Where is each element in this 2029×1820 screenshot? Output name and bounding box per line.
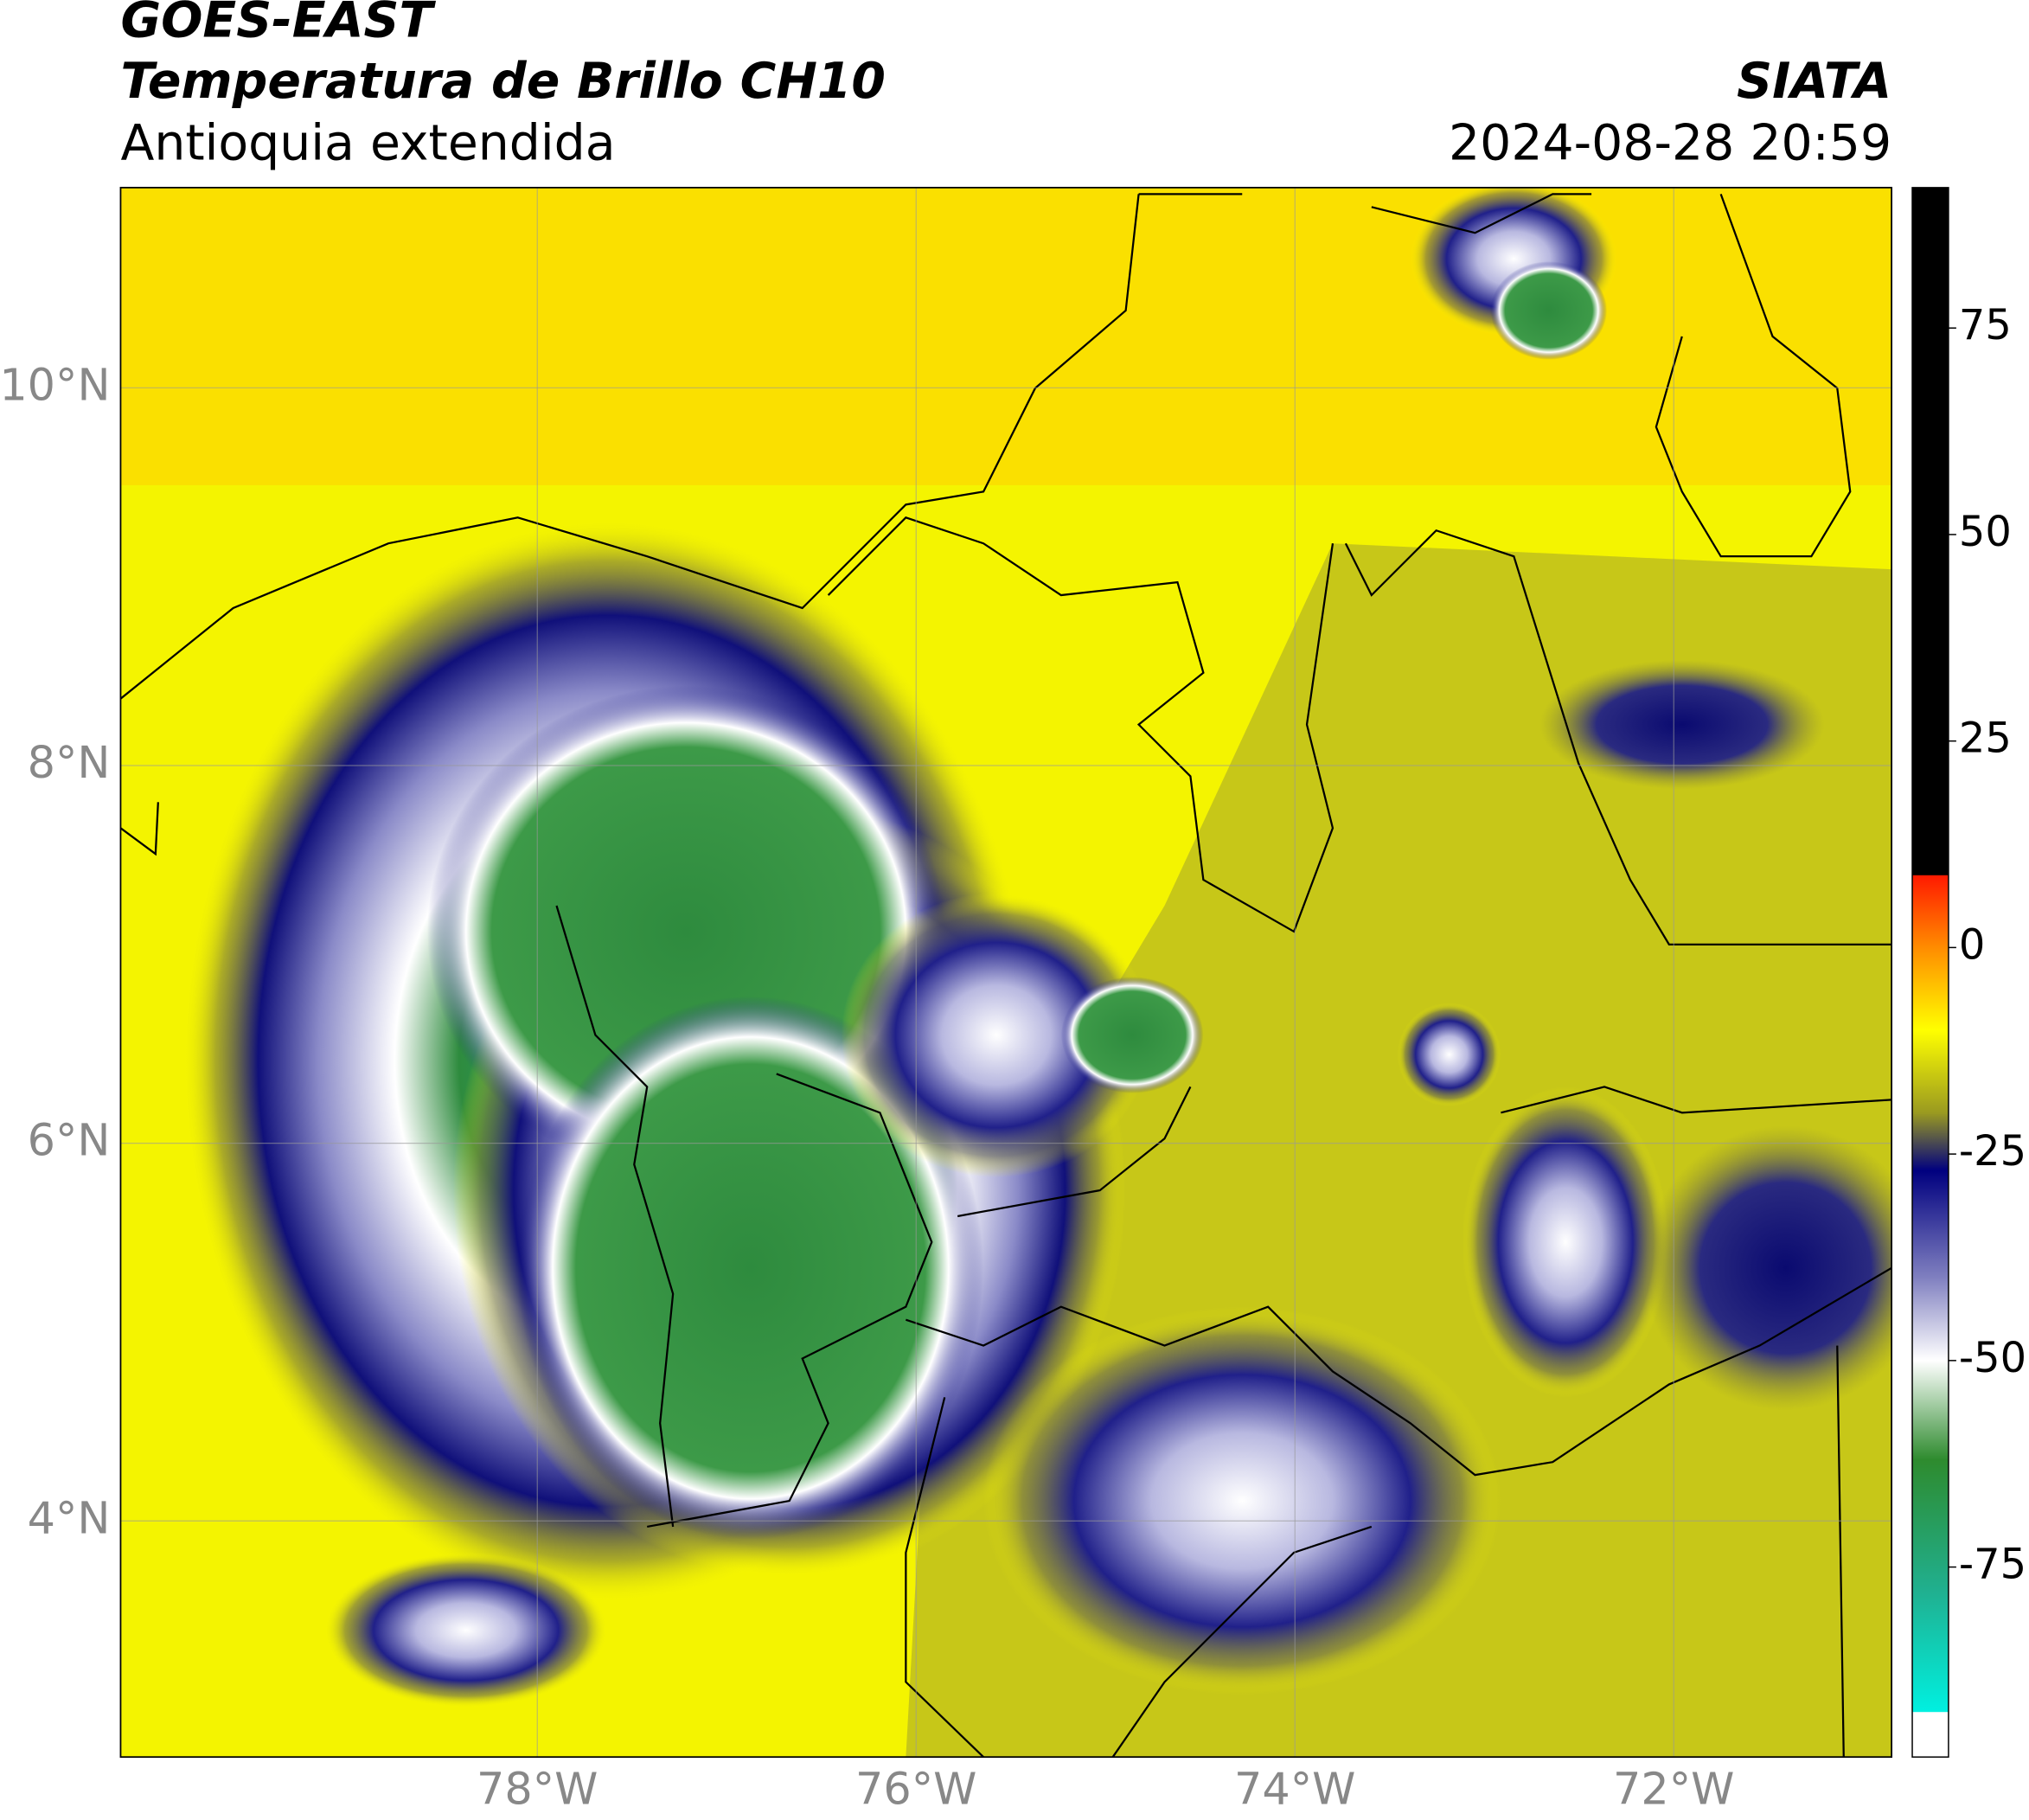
borders — [120, 193, 1892, 1758]
cloud — [1539, 659, 1825, 790]
y-tick-label: 8°N — [28, 737, 111, 788]
cloud — [323, 1552, 609, 1708]
source: SIATA — [1737, 53, 1891, 110]
warm-band — [120, 187, 1892, 485]
datetime: 2024-08-28 20:59 — [1449, 115, 1891, 172]
y-tick-label: 10°N — [0, 359, 110, 410]
cloud — [517, 996, 984, 1540]
cloud — [1397, 1003, 1501, 1106]
colorbar-tick-label: -75 — [1959, 1541, 2026, 1589]
colorbar-tick-label: 75 — [1959, 302, 2012, 349]
map-frame — [119, 186, 1892, 1759]
title: GOES-EAST — [120, 0, 436, 49]
cloud — [1060, 977, 1204, 1093]
x-tick-label: 76°W — [855, 1764, 976, 1815]
satellite-image — [120, 187, 1892, 1758]
cloud — [983, 1306, 1501, 1695]
colorbar-tick-label: 0 — [1959, 921, 1985, 969]
subtitle: Temperatura de Brillo CH10 — [120, 53, 886, 110]
grid — [120, 187, 1892, 1758]
colorbar-tick-label: 50 — [1959, 509, 2012, 556]
colorbar-tick-label: -25 — [1959, 1128, 2026, 1176]
cloud — [1642, 1125, 1892, 1411]
x-tick-label: 72°W — [1613, 1764, 1734, 1815]
colorbar — [1911, 187, 1949, 1758]
y-tick-label: 4°N — [28, 1492, 111, 1543]
cloud — [841, 893, 1152, 1178]
y-tick-label: 6°N — [28, 1115, 111, 1166]
region: Antioquia extendida — [120, 115, 615, 172]
x-tick-label: 78°W — [477, 1764, 598, 1815]
cloud — [1462, 1086, 1669, 1398]
x-tick-label: 74°W — [1234, 1764, 1355, 1815]
colorbar-tick-label: 25 — [1959, 715, 2012, 763]
cloud — [1490, 261, 1608, 360]
colorbar-tick-label: -50 — [1959, 1335, 2026, 1382]
